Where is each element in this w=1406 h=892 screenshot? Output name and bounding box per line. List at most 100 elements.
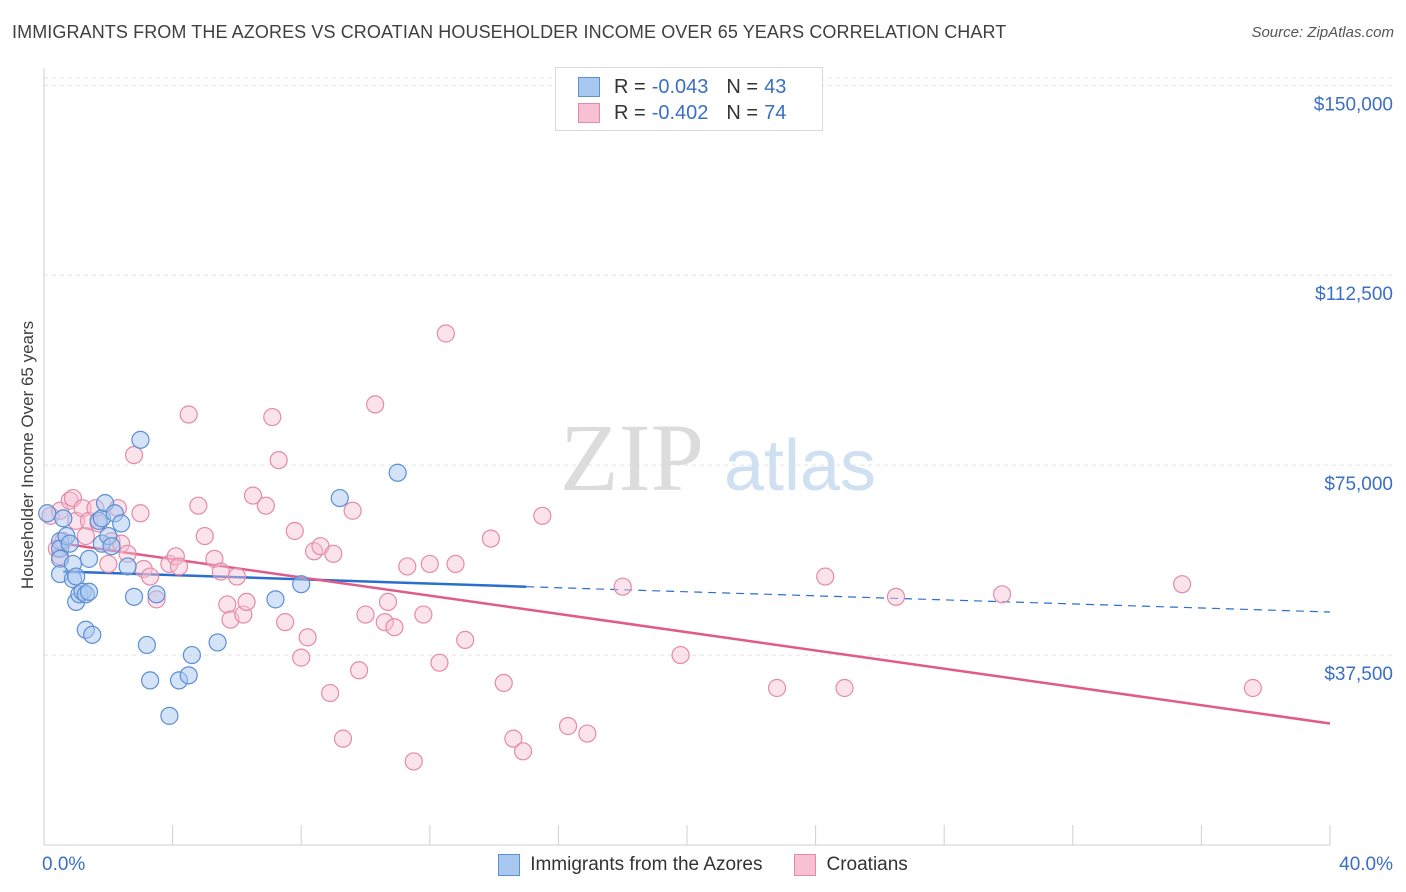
azores-point <box>131 430 150 449</box>
azores-point <box>67 567 86 586</box>
azores-point <box>79 549 99 568</box>
azores-trend-extension <box>526 586 1331 613</box>
stats-legend: R = -0.043 N = 43 R = -0.402 N = 74 <box>555 67 823 131</box>
n-value-croatians: 74 <box>764 101 787 124</box>
croatians-point <box>227 567 246 586</box>
azores-point <box>388 463 407 482</box>
data-points <box>38 324 1262 771</box>
croatians-point <box>446 554 465 574</box>
azores-point <box>160 706 179 725</box>
n-label: N = <box>726 101 759 124</box>
watermark-atlas: atlas <box>724 426 876 506</box>
croatians-point <box>385 618 404 637</box>
croatians-point <box>195 526 214 546</box>
r-label: R = <box>614 75 646 98</box>
series-legend: Immigrants from the Azores Croatians <box>0 852 1406 878</box>
croatians-point <box>398 557 417 576</box>
croatians-point <box>343 501 362 520</box>
legend-item-croatians[interactable]: Croatians <box>794 854 908 876</box>
tick-labels: $37,500 $75,000 $112,500 $150,000 0.0% 40.0% <box>42 94 1393 875</box>
azores-swatch <box>578 77 600 97</box>
azores-point <box>208 633 227 652</box>
croatians-point <box>333 729 353 748</box>
stats-row-croatians: R = -0.402 N = 74 <box>578 100 786 126</box>
azores-point <box>118 557 137 576</box>
croatians-point <box>269 450 288 470</box>
azores-point <box>83 625 102 644</box>
croatians-point <box>243 486 263 505</box>
croatians-point <box>366 395 385 414</box>
azores-point <box>266 590 285 609</box>
azores-point <box>182 645 201 665</box>
azores-point <box>330 488 349 508</box>
azores-point <box>124 587 144 606</box>
croatians-point <box>166 547 185 566</box>
croatians-point <box>124 445 144 465</box>
croatians-point <box>481 529 500 548</box>
legend-label-azores: Immigrants from the Azores <box>530 854 763 875</box>
croatians-point <box>420 554 439 574</box>
x-tick-label-max: 40.0% <box>1339 854 1393 875</box>
azores-point <box>137 635 156 655</box>
azores-legend-swatch <box>498 854 521 876</box>
legend-item-azores[interactable]: Immigrants from the Azores <box>498 854 762 876</box>
azores-point <box>179 666 198 685</box>
azores-point <box>140 671 160 690</box>
croatians-point <box>378 592 398 612</box>
y-tick-label: $150,000 <box>1314 94 1393 115</box>
croatians-point <box>321 683 340 703</box>
croatians-point <box>494 673 513 693</box>
watermark: ZIP atlas <box>560 404 876 511</box>
r-value-croatians: -0.402 <box>651 101 709 124</box>
chart-title: IMMIGRANTS FROM THE AZORES VS CROATIAN H… <box>12 22 1007 42</box>
croatians-point <box>76 526 95 546</box>
croatians-swatch <box>578 103 600 123</box>
croatians-point <box>671 645 690 665</box>
x-tick-label-min: 0.0% <box>42 854 85 875</box>
croatians-point <box>456 630 475 649</box>
r-label: R = <box>614 101 646 124</box>
croatians-point <box>886 587 906 606</box>
r-value-azores: -0.043 <box>651 75 709 98</box>
croatians-point <box>430 653 449 672</box>
watermark-zip: ZIP <box>560 404 704 511</box>
y-tick-label: $37,500 <box>1324 664 1393 685</box>
source-label: Source: ZipAtlas.com <box>1251 24 1394 41</box>
croatians-point <box>992 585 1012 604</box>
legend-label-croatians: Croatians <box>826 854 908 875</box>
croatians-trend-line <box>63 542 1331 725</box>
croatians-point <box>533 506 552 525</box>
croatians-point <box>613 577 632 596</box>
croatians-point <box>324 544 343 563</box>
axes <box>43 68 1331 846</box>
azores-point <box>292 575 311 594</box>
croatians-point <box>436 324 455 343</box>
croatians-point <box>767 678 787 698</box>
croatians-point <box>211 562 230 581</box>
croatians-point <box>513 742 533 761</box>
y-tick-label: $75,000 <box>1324 474 1393 495</box>
croatians-point <box>414 605 433 624</box>
azores-point <box>38 504 57 523</box>
croatians-point <box>558 716 578 736</box>
croatians-point <box>285 521 304 541</box>
croatians-point <box>140 567 160 586</box>
croatians-point <box>99 554 118 574</box>
croatians-point <box>276 613 295 632</box>
croatians-point <box>298 628 317 647</box>
croatians-point <box>131 504 150 523</box>
azores-point <box>54 509 73 528</box>
croatians-point <box>292 648 311 667</box>
croatians-point <box>169 557 189 576</box>
croatians-point <box>816 567 835 586</box>
croatians-point <box>404 752 423 771</box>
croatians-legend-swatch <box>794 854 817 876</box>
azores-point <box>60 534 79 553</box>
croatians-point <box>179 405 198 424</box>
croatians-point <box>375 613 394 632</box>
croatians-point <box>578 724 597 743</box>
croatians-point <box>1173 575 1192 594</box>
croatians-point <box>237 592 256 612</box>
croatians-point <box>504 729 523 748</box>
